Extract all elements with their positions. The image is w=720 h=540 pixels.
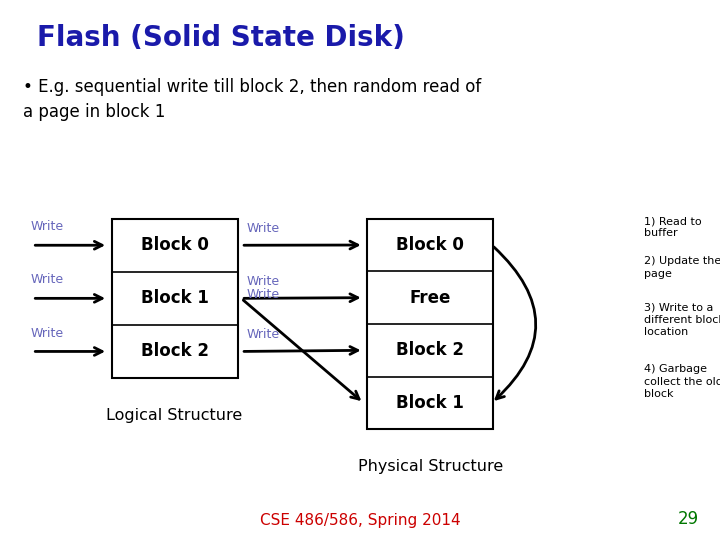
Bar — [112, 219, 238, 378]
Text: Block 1: Block 1 — [140, 289, 209, 307]
Text: Logical Structure: Logical Structure — [107, 408, 243, 423]
Text: Block 2: Block 2 — [396, 341, 464, 359]
Text: 3) Write to a
different block
location: 3) Write to a different block location — [644, 302, 720, 337]
Text: Block 1: Block 1 — [396, 394, 464, 412]
Text: Block 0: Block 0 — [140, 237, 209, 254]
Text: Write: Write — [31, 220, 64, 233]
Text: Physical Structure: Physical Structure — [358, 459, 503, 474]
Text: CSE 486/586, Spring 2014: CSE 486/586, Spring 2014 — [260, 513, 460, 528]
Text: 1) Read to
buffer: 1) Read to buffer — [644, 216, 702, 238]
Text: • E.g. sequential write till block 2, then random read of
a page in block 1: • E.g. sequential write till block 2, th… — [23, 78, 481, 122]
Text: Write: Write — [246, 275, 279, 288]
Text: Block 2: Block 2 — [140, 342, 209, 361]
Text: 2) Update the
page: 2) Update the page — [644, 256, 720, 279]
Text: Write: Write — [246, 328, 279, 341]
Text: Block 0: Block 0 — [396, 236, 464, 254]
Text: Flash (Solid State Disk): Flash (Solid State Disk) — [37, 24, 405, 52]
Text: Free: Free — [410, 289, 451, 307]
Text: 4) Garbage
collect the old
block: 4) Garbage collect the old block — [644, 364, 720, 399]
Text: 29: 29 — [678, 510, 698, 528]
Text: Write: Write — [246, 288, 279, 301]
Text: Write: Write — [31, 273, 64, 286]
Text: Write: Write — [246, 222, 279, 235]
Text: Write: Write — [31, 327, 64, 340]
Bar — [367, 219, 493, 429]
